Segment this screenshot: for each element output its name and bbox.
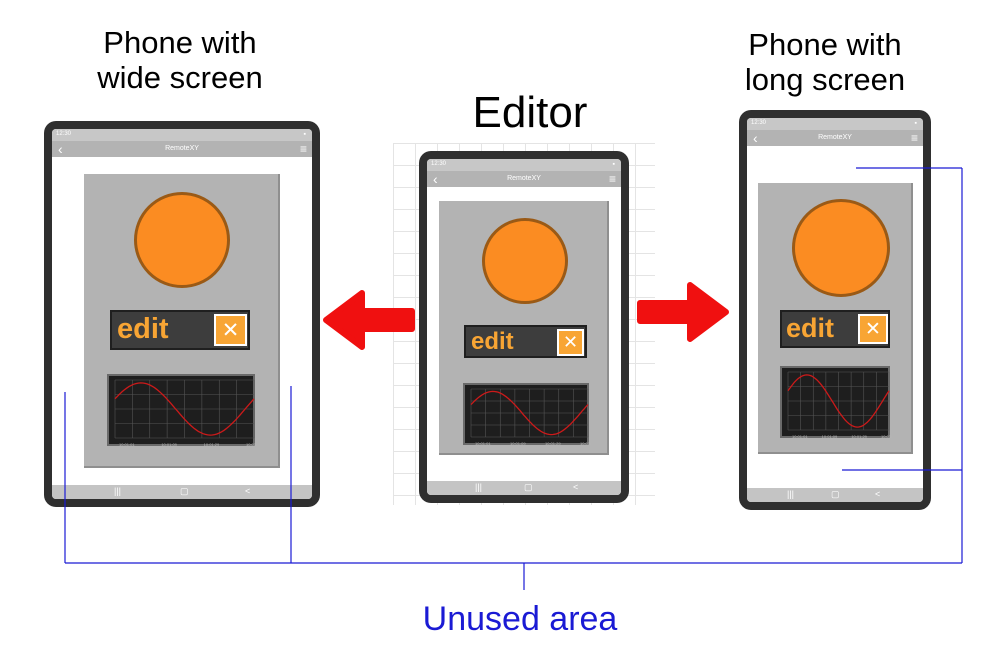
chart-svg: 10:01:01 10:01:09 10:01:29 10:01:37 bbox=[787, 371, 892, 439]
chart-svg: 10:01:01 10:01:09 10:01:29 10:01:37 bbox=[114, 379, 257, 447]
app-title-bar: ‹ RemoteXY ≡ bbox=[52, 141, 312, 157]
orange-button[interactable] bbox=[482, 218, 568, 304]
chart-time-label: 10:01:37 bbox=[881, 434, 892, 439]
app-title: RemoteXY bbox=[507, 175, 541, 182]
long-phone: 12:30 ▪ ‹ RemoteXY ≡ edit ✕ 10:01:01 10:0… bbox=[739, 110, 931, 510]
status-time: 12:30 bbox=[431, 161, 447, 167]
long-screen-caption: Phone with long screen bbox=[715, 27, 935, 97]
chart-time-label: 10:01:01 bbox=[792, 434, 808, 439]
status-time: 12:30 bbox=[751, 120, 767, 126]
menu-icon[interactable]: ≡ bbox=[608, 172, 616, 186]
nav-back-icon[interactable]: < bbox=[875, 489, 881, 499]
editor-phone: 12:30 ▪ ‹ RemoteXY ≡ edit ✕ 10:01:01 10:0… bbox=[419, 151, 629, 503]
app-title-bar: ‹ RemoteXY ≡ bbox=[747, 130, 923, 146]
wide-phone: 12:30 ▪ ‹ RemoteXY ≡ edit ✕ 10:01:01 10:0… bbox=[44, 121, 320, 507]
wide-screen-caption: Phone with wide screen bbox=[70, 25, 290, 95]
status-bar: 12:30 ▪ bbox=[427, 159, 621, 171]
app-title: RemoteXY bbox=[818, 134, 852, 141]
edit-field[interactable]: edit ✕ bbox=[464, 325, 587, 358]
back-chevron-icon[interactable]: ‹ bbox=[433, 171, 438, 187]
chart-time-label: 10:01:29 bbox=[851, 434, 867, 439]
chart-time-label: 10:01:37 bbox=[580, 441, 591, 446]
chart-time-label: 10:01:37 bbox=[246, 442, 257, 447]
chart-widget: 10:01:01 10:01:09 10:01:29 10:01:37 bbox=[780, 366, 892, 439]
chart-widget: 10:01:01 10:01:09 10:01:29 10:01:37 bbox=[107, 374, 257, 447]
edit-field-text: edit bbox=[471, 328, 514, 355]
editor-caption: Editor bbox=[472, 88, 588, 137]
chart-time-label: 10:01:29 bbox=[545, 441, 561, 446]
menu-icon[interactable]: ≡ bbox=[299, 142, 307, 156]
status-bar: 12:30 ▪ bbox=[747, 118, 923, 130]
unused-area-caption: Unused area bbox=[422, 600, 618, 638]
status-time: 12:30 bbox=[56, 131, 72, 137]
long-caption-line-2: long screen bbox=[744, 61, 906, 97]
chart-widget: 10:01:01 10:01:09 10:01:29 10:01:37 bbox=[463, 383, 591, 446]
app-title: RemoteXY bbox=[165, 145, 199, 152]
chart-series-line bbox=[470, 390, 589, 436]
clear-button[interactable]: ✕ bbox=[214, 314, 247, 346]
nav-home-icon[interactable]: ▢ bbox=[180, 486, 189, 496]
chart-svg: 10:01:01 10:01:09 10:01:29 10:01:37 bbox=[470, 388, 591, 446]
right-arrow-icon bbox=[637, 282, 729, 342]
navigation-bar: ||| ▢ < bbox=[747, 488, 923, 502]
wide-phone-screen: 12:30 ▪ ‹ RemoteXY ≡ edit ✕ 10:01:01 10:0… bbox=[52, 129, 312, 499]
nav-recent-icon[interactable]: ||| bbox=[475, 482, 483, 492]
nav-home-icon[interactable]: ▢ bbox=[524, 482, 533, 492]
edit-field-text: edit bbox=[786, 313, 835, 343]
chart-time-label: 10:01:09 bbox=[510, 441, 526, 446]
nav-home-icon[interactable]: ▢ bbox=[831, 489, 840, 499]
chart-time-label: 10:01:01 bbox=[475, 441, 491, 446]
left-arrow-icon bbox=[323, 290, 415, 350]
navigation-bar: ||| ▢ < bbox=[427, 481, 621, 495]
back-chevron-icon[interactable]: ‹ bbox=[58, 141, 63, 157]
app-title-bar: ‹ RemoteXY ≡ bbox=[427, 171, 621, 187]
clear-button[interactable]: ✕ bbox=[557, 329, 584, 356]
nav-recent-icon[interactable]: ||| bbox=[787, 489, 795, 499]
chart-time-label: 10:01:01 bbox=[119, 442, 135, 447]
chart-time-label: 10:01:09 bbox=[161, 442, 177, 447]
control-panel: edit ✕ 10:01:01 10:01:09 10:01:29 10:01:37 bbox=[758, 183, 913, 454]
menu-icon[interactable]: ≡ bbox=[910, 131, 918, 145]
editor-phone-screen: 12:30 ▪ ‹ RemoteXY ≡ edit ✕ 10:01:01 10:0… bbox=[427, 159, 621, 495]
long-phone-screen: 12:30 ▪ ‹ RemoteXY ≡ edit ✕ 10:01:01 10:0… bbox=[747, 118, 923, 502]
lock-icon: ▪ bbox=[914, 120, 917, 127]
chart-time-label: 10:01:09 bbox=[822, 434, 838, 439]
chart-time-label: 10:01:29 bbox=[204, 442, 220, 447]
chart-series-line bbox=[114, 382, 255, 436]
control-panel: edit ✕ 10:01:01 10:01:09 10:01:29 10:01:37 bbox=[84, 174, 280, 468]
nav-back-icon[interactable]: < bbox=[573, 482, 579, 492]
wide-caption-line-2: wide screen bbox=[97, 59, 263, 95]
lock-icon: ▪ bbox=[612, 161, 615, 168]
navigation-bar: ||| ▢ < bbox=[52, 485, 312, 499]
nav-recent-icon[interactable]: ||| bbox=[114, 486, 122, 496]
control-panel: edit ✕ 10:01:01 10:01:09 10:01:29 10:01:37 bbox=[439, 201, 609, 455]
orange-button[interactable] bbox=[792, 199, 890, 297]
wide-caption-line-1: Phone with bbox=[103, 25, 257, 60]
back-chevron-icon[interactable]: ‹ bbox=[753, 130, 758, 146]
edit-field-text: edit bbox=[117, 313, 169, 345]
clear-button[interactable]: ✕ bbox=[858, 314, 888, 344]
edit-field[interactable]: edit ✕ bbox=[780, 310, 890, 348]
nav-back-icon[interactable]: < bbox=[245, 486, 251, 496]
status-bar: 12:30 ▪ bbox=[52, 129, 312, 141]
chart-series-line bbox=[787, 374, 890, 428]
edit-field[interactable]: edit ✕ bbox=[110, 310, 250, 350]
orange-button[interactable] bbox=[134, 192, 230, 288]
long-caption-line-1: Phone with bbox=[748, 27, 902, 62]
lock-icon: ▪ bbox=[303, 131, 306, 138]
